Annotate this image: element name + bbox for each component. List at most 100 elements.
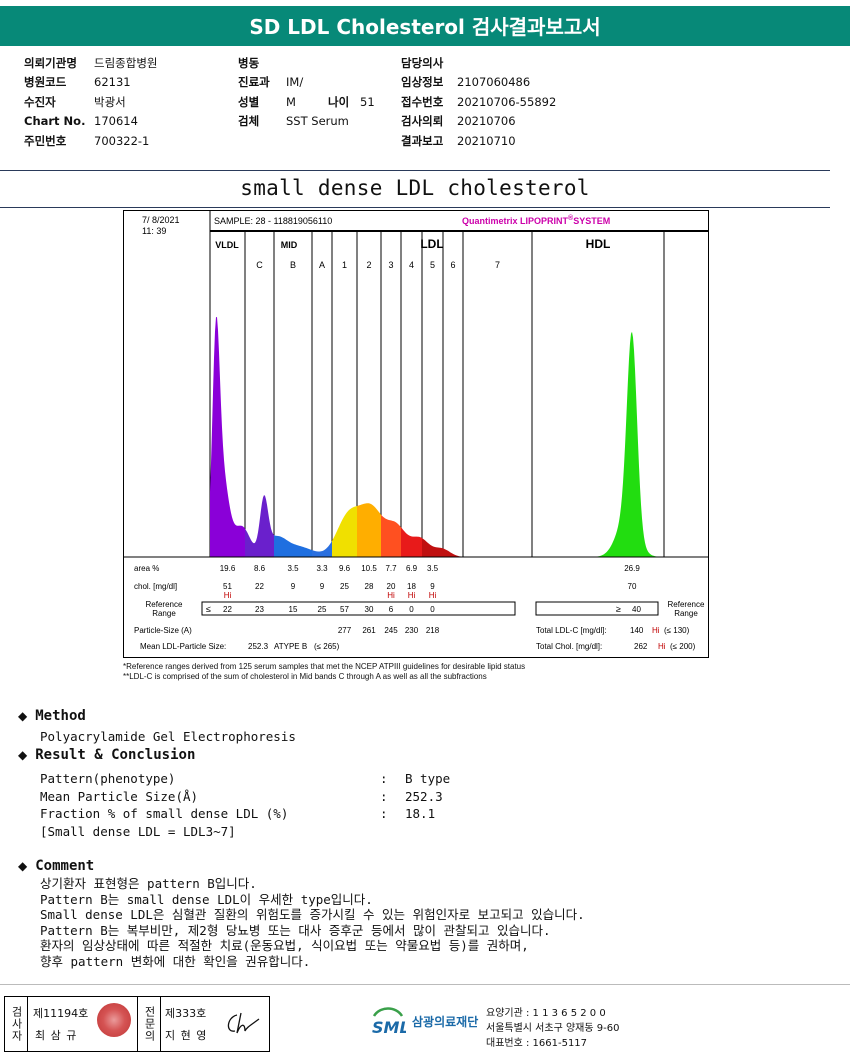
hi-flag-4: Hi: [408, 591, 416, 600]
label-ward: 병동: [238, 56, 260, 70]
diamond-icon: ◆: [18, 709, 28, 723]
label-sex: 성별: [238, 94, 260, 109]
group-label-mid: MID: [281, 240, 298, 250]
ref-range-box: [201, 601, 516, 616]
row-label-area: area %: [134, 564, 159, 573]
area-value-5: 3.5: [427, 564, 439, 573]
total-ldl-label: Total LDL-C [mg/dl]:: [536, 626, 607, 635]
ref-value-vldl: 22: [223, 605, 232, 614]
row-label-mean: Mean LDL-Particle Size:: [140, 642, 226, 651]
label-age: 나이: [328, 94, 350, 109]
org-name: 삼광의료재단: [412, 1014, 479, 1029]
result-value: 18.1: [405, 806, 436, 821]
comment-line: Small dense LDL은 심혈관 질환의 위험도를 증가시킬 수 있는 …: [40, 907, 585, 922]
particle-size-4: 230: [405, 626, 419, 635]
mean-size-status: ATYPE B: [274, 642, 307, 651]
value-chart-no: 170614: [94, 114, 138, 129]
signature-box: 검사자 제11194호 최 삼 규 전문의 제333호 지 현 영: [4, 996, 270, 1052]
value-resident-no: 700322-1: [94, 133, 150, 148]
area-value-c: 8.6: [254, 564, 266, 573]
total-ldl-value: 140: [630, 626, 644, 635]
label-patient: 수진자: [24, 94, 56, 109]
chol-value-a: 9: [320, 582, 325, 591]
chart-date: 7/ 8/2021: [142, 215, 180, 225]
band-label: 7: [495, 260, 500, 270]
band-label: 4: [409, 260, 414, 270]
row-label-ref-2: Range: [152, 609, 176, 618]
chart-sample: SAMPLE: 28 - 118819056110: [214, 216, 332, 226]
density-band-a: [312, 540, 332, 557]
ref-value-c: 23: [255, 605, 264, 614]
total-chol-flag: Hi: [658, 642, 666, 651]
label-department: 진료과: [238, 75, 270, 90]
chol-value-1: 25: [340, 582, 349, 591]
chol-value-hdl: 70: [628, 582, 637, 591]
label-chart-no: Chart No.: [24, 114, 86, 129]
hi-flag-vldl: Hi: [224, 591, 232, 600]
ref-value-2: 30: [365, 605, 374, 614]
result-value: B type: [405, 771, 451, 786]
particle-size-2: 261: [362, 626, 376, 635]
contact-line: 요양기관 : 1 1 3 6 5 2 0 0: [486, 1008, 606, 1019]
band-label: 3: [388, 260, 393, 270]
value-report-date: 20210710: [457, 133, 516, 148]
area-value-3: 7.7: [385, 564, 397, 573]
chol-value-2: 28: [365, 582, 374, 591]
patient-info-col1: 의뢰기관명 드림종합병원 병원코드 62131 수진자 박광서 Chart No. 17…: [24, 54, 157, 151]
density-band-vldl: [210, 317, 245, 557]
lipoprint-chart: 7/ 8/2021 11: 39 SAMPLE: 28 - 118819056110…: [123, 210, 709, 658]
chol-value-vldl: 51: [223, 582, 232, 591]
ref-value-3: 6: [389, 605, 394, 614]
result-heading: ◆ Result & Conclusion: [18, 747, 195, 763]
inspector-label: 검사자: [10, 1006, 23, 1042]
particle-size-3: 245: [384, 626, 398, 635]
patient-info-col2: 병동 진료과 IM/ 성별 M 나이 51 검체 SST Serum: [238, 54, 375, 132]
chol-value-5: 9: [430, 582, 435, 591]
row-label-ref-1: Reference: [146, 600, 183, 609]
value-hospital-code: 62131: [94, 75, 131, 90]
divider-bottom: [0, 207, 830, 208]
label-institution: 의뢰기관명: [24, 56, 77, 70]
total-ldl-flag: Hi: [652, 626, 660, 635]
chart-time: 11: 39: [142, 226, 166, 236]
result-table: Pattern(phenotype): B type Mean Particle …: [40, 770, 450, 840]
group-label-vldl: VLDL: [215, 240, 239, 250]
band-label: 5: [430, 260, 435, 270]
divider-top: [0, 170, 830, 171]
row-label-particle: Particle-Size (A): [134, 626, 192, 635]
ref-prefix: ≤: [206, 604, 211, 614]
value-specimen: SST Serum: [286, 114, 349, 129]
band-label: 1: [342, 260, 347, 270]
result-row: Mean Particle Size(Å):252.3: [40, 788, 443, 804]
density-band-hdl: [594, 331, 664, 557]
comment-line: 향후 pattern 변화에 대한 확인을 권유합니다.: [40, 953, 311, 969]
value-age: 51: [360, 94, 375, 109]
area-value-vldl: 19.6: [220, 564, 236, 573]
area-value-2: 10.5: [361, 564, 377, 573]
chol-value-3: 20: [387, 582, 396, 591]
system-title: Quantimetrix LIPOPRINT®SYSTEM: [462, 214, 610, 226]
divider-footer: [0, 984, 850, 985]
reference-notes: *Reference ranges derived from 125 serum…: [123, 662, 525, 682]
org-logo: SML 삼광의료재단: [370, 1004, 478, 1038]
org-mark-text: SML: [372, 1018, 406, 1037]
total-chol-limit: (≤ 200): [670, 642, 696, 651]
particle-size-1: 277: [338, 626, 352, 635]
label-report-date: 결과보고: [401, 133, 444, 148]
value-receipt-no: 20210706-55892: [457, 94, 557, 109]
value-clinical-info: 2107060486: [457, 75, 531, 90]
density-band-c: [245, 495, 274, 557]
comment-body: 상기환자 표현형은 pattern B입니다. Pattern B는 small…: [40, 876, 585, 969]
result-label: Mean Particle Size(Å): [40, 788, 199, 804]
report-subtitle: small dense LDL cholesterol: [240, 176, 590, 200]
group-label-hdl: HDL: [586, 237, 611, 251]
band-label: A: [319, 260, 325, 270]
specialist-no: 제333호: [165, 1007, 207, 1020]
patient-info-col3: 담당의사 임상정보 2107060486 접수번호 20210706-55892 검…: [401, 54, 556, 151]
density-band-b: [274, 535, 312, 557]
specialist-label: 전문의: [143, 1006, 156, 1042]
comment-line: Pattern B는 small dense LDL이 우세한 type입니다.: [40, 891, 373, 907]
total-chol-label: Total Chol. [mg/dl]:: [536, 642, 602, 651]
contact-line: 대표번호 : 1661-5117: [486, 1038, 588, 1049]
